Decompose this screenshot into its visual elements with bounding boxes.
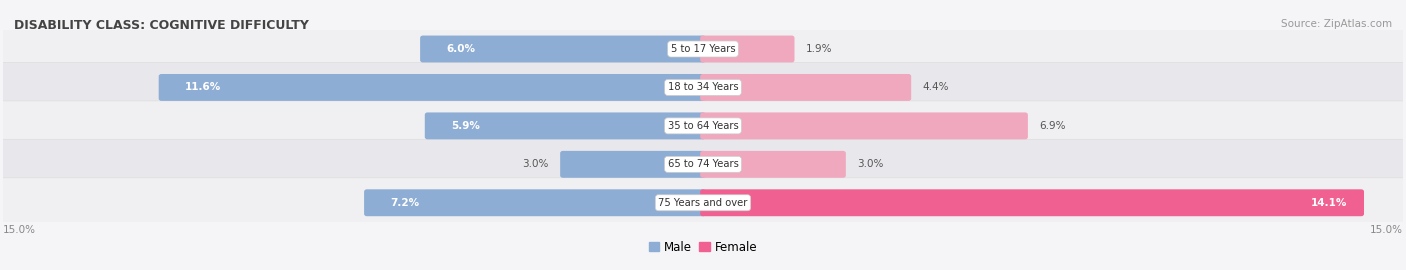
Legend: Male, Female: Male, Female: [644, 236, 762, 258]
Text: 3.0%: 3.0%: [858, 159, 883, 169]
Text: 1.9%: 1.9%: [806, 44, 832, 54]
FancyBboxPatch shape: [700, 151, 846, 178]
Text: 6.0%: 6.0%: [446, 44, 475, 54]
FancyBboxPatch shape: [420, 36, 706, 62]
FancyBboxPatch shape: [0, 101, 1406, 151]
Text: 35 to 64 Years: 35 to 64 Years: [668, 121, 738, 131]
Text: 4.4%: 4.4%: [922, 82, 949, 92]
FancyBboxPatch shape: [0, 178, 1406, 228]
FancyBboxPatch shape: [159, 74, 706, 101]
FancyBboxPatch shape: [700, 112, 1028, 139]
Text: 3.0%: 3.0%: [523, 159, 548, 169]
FancyBboxPatch shape: [560, 151, 706, 178]
FancyBboxPatch shape: [364, 189, 706, 216]
Text: Source: ZipAtlas.com: Source: ZipAtlas.com: [1281, 19, 1392, 29]
FancyBboxPatch shape: [0, 139, 1406, 189]
Text: 15.0%: 15.0%: [3, 225, 35, 235]
Text: 14.1%: 14.1%: [1310, 198, 1347, 208]
Text: 5.9%: 5.9%: [451, 121, 479, 131]
Text: DISABILITY CLASS: COGNITIVE DIFFICULTY: DISABILITY CLASS: COGNITIVE DIFFICULTY: [14, 19, 309, 32]
FancyBboxPatch shape: [700, 189, 1364, 216]
Text: 6.9%: 6.9%: [1039, 121, 1066, 131]
FancyBboxPatch shape: [425, 112, 706, 139]
Text: 7.2%: 7.2%: [391, 198, 419, 208]
Text: 65 to 74 Years: 65 to 74 Years: [668, 159, 738, 169]
Text: 75 Years and over: 75 Years and over: [658, 198, 748, 208]
Text: 11.6%: 11.6%: [184, 82, 221, 92]
FancyBboxPatch shape: [700, 36, 794, 62]
Text: 5 to 17 Years: 5 to 17 Years: [671, 44, 735, 54]
FancyBboxPatch shape: [700, 74, 911, 101]
Text: 18 to 34 Years: 18 to 34 Years: [668, 82, 738, 92]
FancyBboxPatch shape: [0, 24, 1406, 74]
Text: 15.0%: 15.0%: [1371, 225, 1403, 235]
FancyBboxPatch shape: [0, 62, 1406, 112]
